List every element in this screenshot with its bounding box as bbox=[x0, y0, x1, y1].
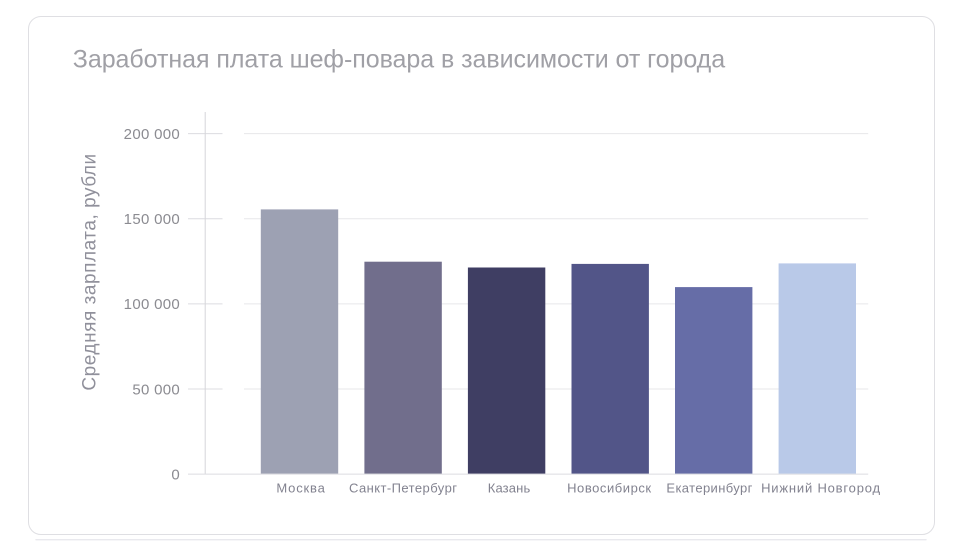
svg-text:Екатеринбург: Екатеринбург bbox=[666, 481, 752, 496]
svg-text:150 000: 150 000 bbox=[124, 211, 180, 228]
svg-text:Нижний Новгород: Нижний Новгород bbox=[761, 481, 880, 496]
svg-text:Санкт-Петербург: Санкт-Петербург bbox=[349, 481, 457, 496]
svg-text:200 000: 200 000 bbox=[124, 126, 180, 143]
svg-text:50 000: 50 000 bbox=[132, 381, 180, 398]
svg-text:Новосибирск: Новосибирск bbox=[567, 481, 651, 496]
svg-text:Средняя зарплата, рубли: Средняя зарплата, рубли bbox=[80, 153, 101, 390]
svg-text:0: 0 bbox=[171, 466, 180, 483]
svg-text:Заработная плата шеф-повара в: Заработная плата шеф-повара в зависимост… bbox=[73, 45, 725, 73]
svg-text:100 000: 100 000 bbox=[124, 296, 180, 313]
svg-text:Казань: Казань bbox=[488, 481, 531, 496]
svg-text:Москва: Москва bbox=[276, 481, 325, 496]
